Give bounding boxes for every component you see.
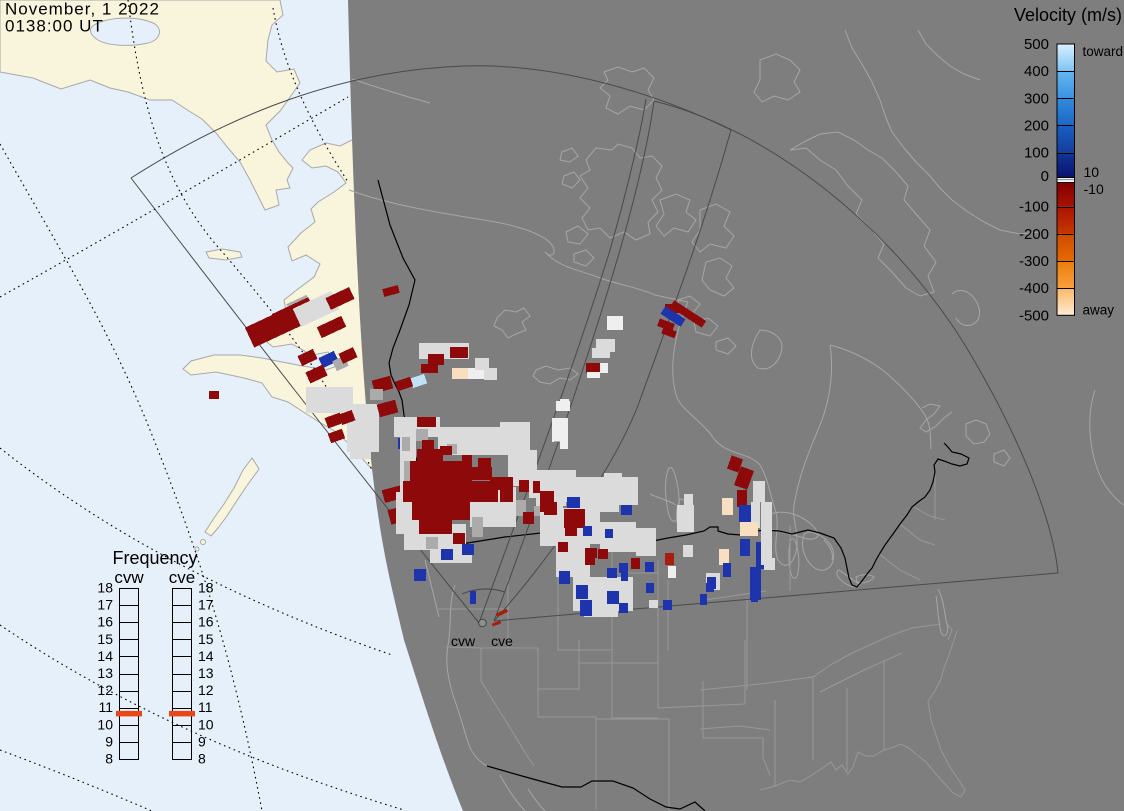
svg-text:-500: -500 [1019,307,1049,324]
svg-text:Velocity (m/s): Velocity (m/s) [1014,5,1122,25]
svg-text:cvw: cvw [451,633,476,649]
svg-text:300: 300 [1024,90,1049,107]
svg-text:11: 11 [98,699,113,715]
svg-text:cve: cve [491,633,513,649]
svg-text:cvw: cvw [114,568,144,587]
svg-text:cve: cve [169,568,195,587]
svg-text:toward: toward [1083,44,1124,59]
svg-text:10: 10 [97,716,113,732]
svg-text:0: 0 [1041,168,1049,185]
svg-text:15: 15 [97,631,113,647]
svg-text:0138:00 UT: 0138:00 UT [5,17,104,36]
svg-text:away: away [1083,302,1115,317]
svg-text:13: 13 [198,665,214,681]
svg-text:9: 9 [198,733,206,749]
svg-text:14: 14 [97,648,113,664]
svg-text:13: 13 [97,665,113,681]
svg-text:10: 10 [1084,164,1100,180]
svg-text:11: 11 [198,699,213,715]
svg-text:12: 12 [198,682,214,698]
svg-text:200: 200 [1024,118,1049,135]
svg-text:16: 16 [97,614,113,630]
svg-text:8: 8 [198,751,206,767]
svg-text:17: 17 [97,597,113,613]
svg-text:-200: -200 [1019,226,1049,243]
svg-text:-10: -10 [1084,181,1104,197]
svg-text:14: 14 [198,648,214,664]
svg-text:400: 400 [1024,63,1049,80]
svg-text:18: 18 [97,580,113,596]
svg-text:-100: -100 [1019,199,1049,216]
svg-text:November, 1 2022: November, 1 2022 [5,0,160,19]
svg-text:500: 500 [1024,36,1049,53]
svg-text:17: 17 [198,597,214,613]
svg-text:8: 8 [105,751,113,767]
svg-text:-400: -400 [1019,280,1049,297]
svg-text:15: 15 [198,631,214,647]
svg-text:12: 12 [97,682,113,698]
svg-text:16: 16 [198,614,214,630]
svg-text:18: 18 [198,580,214,596]
svg-text:Frequency: Frequency [112,548,197,568]
svg-text:-300: -300 [1019,253,1049,270]
svg-text:100: 100 [1024,145,1049,162]
svg-text:9: 9 [105,733,113,749]
svg-text:10: 10 [198,716,214,732]
